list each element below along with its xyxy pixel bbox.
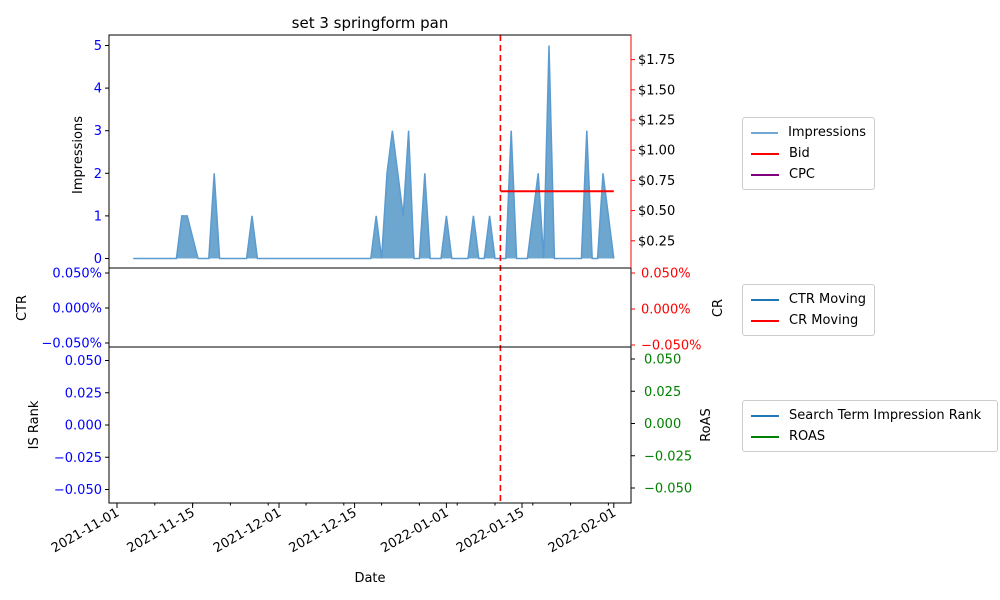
legend-item-cpc: CPC [751,164,866,185]
y2-tick-label: $1.75 [638,53,675,68]
x-tick-label: 2021-12-01 [211,505,284,556]
y2-tick-label: $0.75 [638,174,675,189]
legend-label: CPC [789,167,815,182]
bottom-ylabel: IS Rank [27,400,42,449]
legend-item-impressions: Impressions [751,122,866,143]
y-tick-label: −0.025 [54,451,102,466]
y2-tick-label: 0.000 [644,417,681,432]
y2-tick-label: $1.25 [638,114,675,129]
y2-tick-label: $1.50 [638,83,675,98]
legend-bottom: Search Term Impression Rank ROAS [742,400,998,452]
y-tick-label: 2 [94,167,102,182]
x-axis-label: Date [354,571,385,586]
legend-top: Impressions Bid CPC [742,117,875,190]
legend-label: Impressions [788,125,866,140]
middle-y2label: CR [711,299,726,317]
y2-tick-label: $0.25 [638,234,675,249]
y-tick-label: 5 [94,39,102,54]
legend-item-ctr-moving: CTR Moving [751,289,866,310]
legend-label: Bid [789,146,810,161]
y2-tick-label: −0.025 [644,449,692,464]
plot-frame-1 [108,267,632,348]
legend-swatch [751,319,779,322]
bottom-y2label: RoAS [699,408,714,442]
y2-tick-label: 0.025 [644,385,681,400]
y2-tick-label: 0.000% [641,303,691,318]
legend-swatch [751,435,779,438]
y-tick-label: 0 [94,252,102,267]
y2-tick-label: −0.050 [644,482,692,497]
y-tick-label: 0.025 [65,386,102,401]
y2-tick-label: $1.00 [638,144,675,159]
middle-ylabel: CTR [15,295,30,321]
legend-item-roas: ROAS [751,426,989,447]
legend-swatch [751,414,779,417]
y-tick-label: 0.000 [65,419,102,434]
legend-swatch [751,173,779,176]
legend-label: Search Term Impression Rank [789,408,982,423]
x-tick-label: 2022-02-01 [546,505,619,556]
x-tick-label: 2021-11-15 [125,505,198,556]
impressions-line [133,45,615,260]
y2-tick-label: $0.50 [638,204,675,219]
top-ylabel: Impressions [71,116,86,194]
plot-frame-2 [108,346,632,504]
y-tick-label: 0.050 [65,354,102,369]
y-tick-label: −0.050 [54,483,102,498]
y2-tick-label: 0.050 [644,353,681,368]
y-tick-label: 4 [94,82,102,97]
y-tick-label: −0.050% [42,337,102,352]
legend-item-cr-moving: CR Moving [751,310,866,331]
y-tick-label: 0.000% [52,302,102,317]
legend-label: ROAS [789,429,826,444]
impressions-area [133,45,614,259]
x-tick-label: 2021-11-01 [49,505,122,556]
y-tick-label: 3 [94,124,102,139]
legend-swatch [751,152,779,155]
y-tick-label: 0.050% [52,267,102,282]
legend-item-search-term-impression-rank: Search Term Impression Rank [751,405,989,426]
legend-label: CTR Moving [788,292,866,307]
legend-item-bid: Bid [751,143,866,164]
legend-swatch [751,131,779,134]
x-tick-label: 2021-12-15 [287,505,360,556]
legend-label: CR Moving [789,313,859,328]
x-tick-label: 2022-01-15 [454,505,527,556]
y-tick-label: 1 [94,209,102,224]
legend-swatch [751,298,779,301]
y2-tick-label: 0.050% [641,267,691,282]
legend-middle: CTR Moving CR Moving [742,284,875,336]
y2-tick-label: −0.050% [641,339,701,354]
chart-title: set 3 springform pan [292,14,449,32]
x-tick-label: 2022-01-01 [378,505,451,556]
